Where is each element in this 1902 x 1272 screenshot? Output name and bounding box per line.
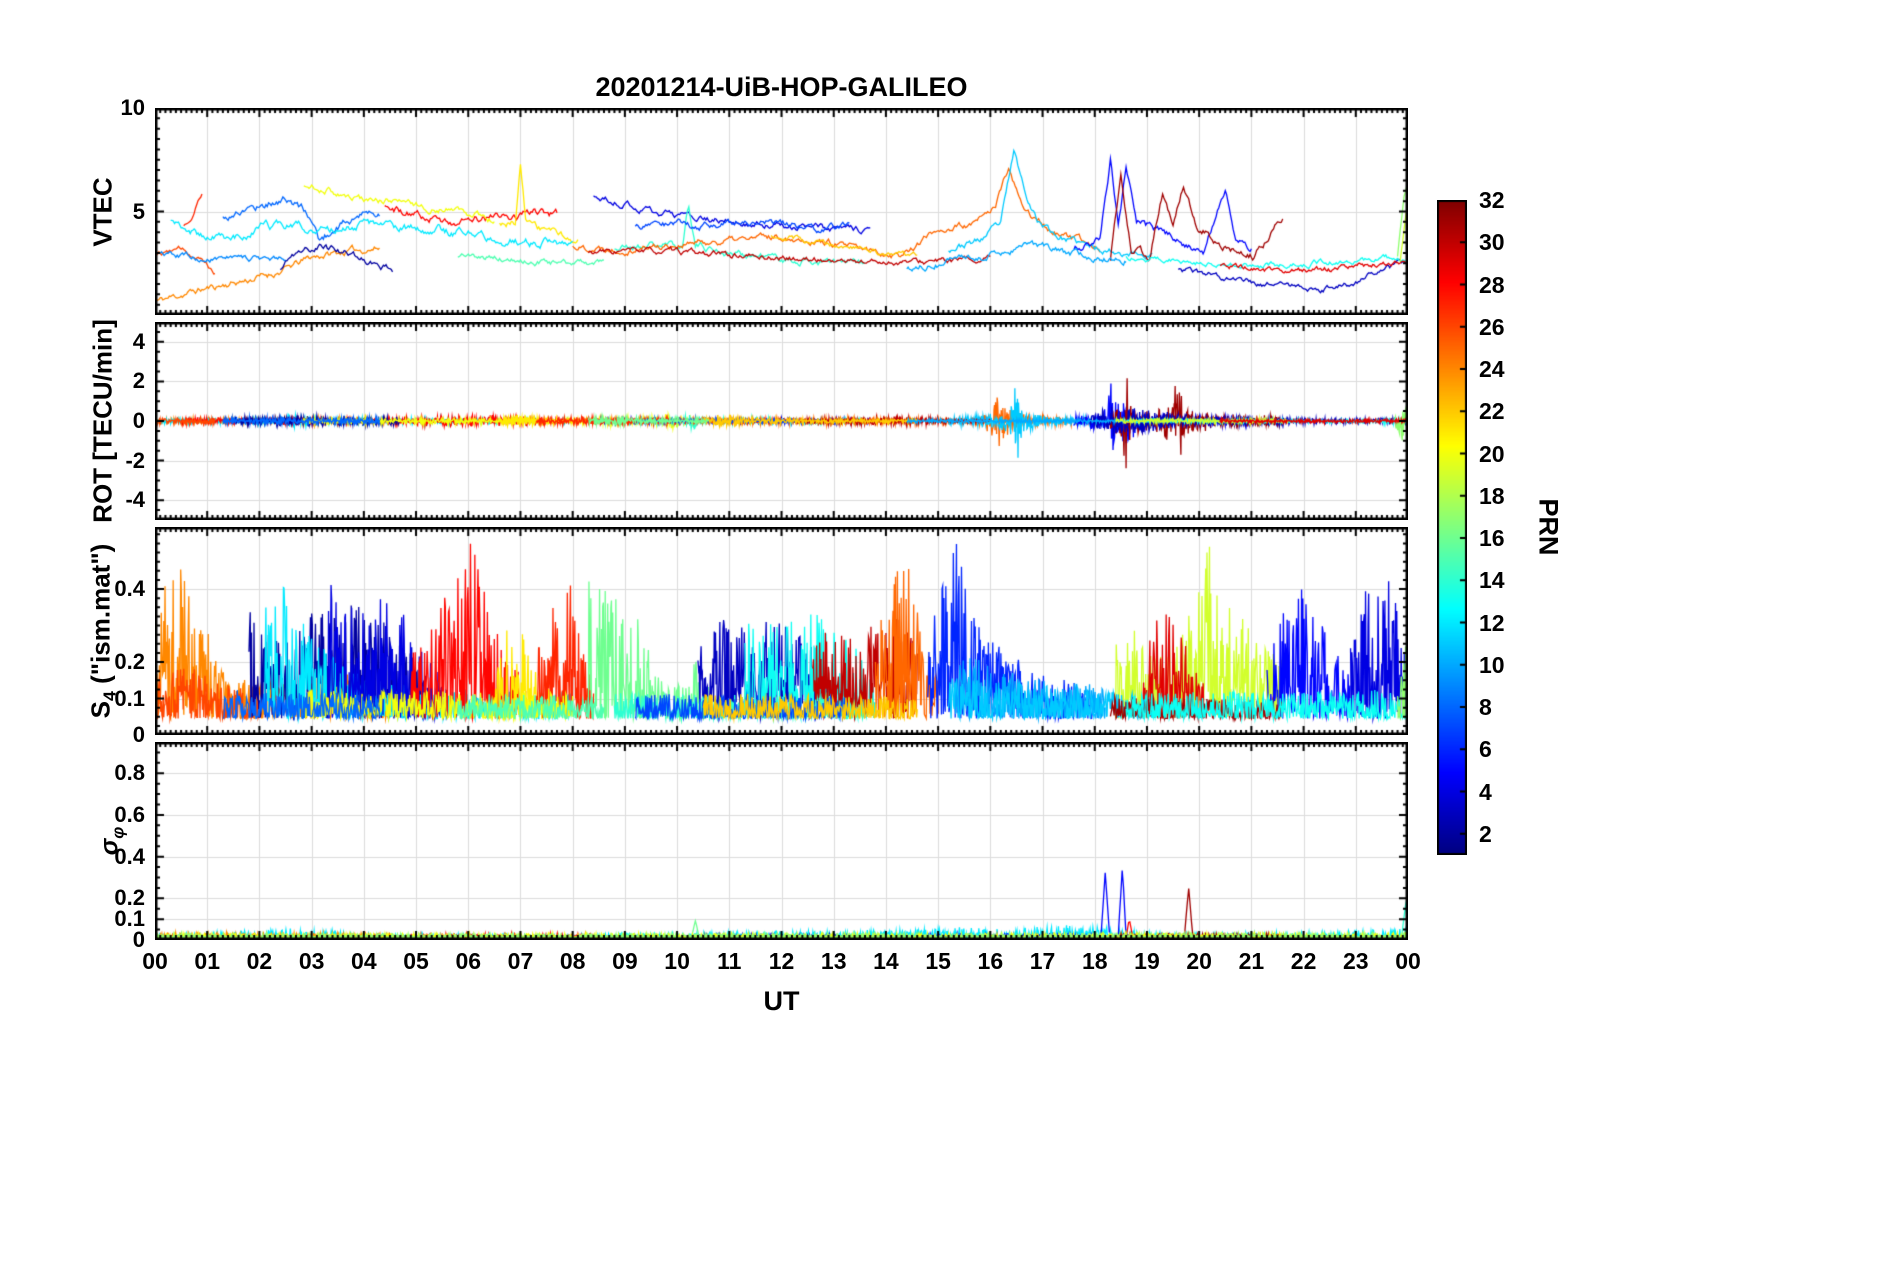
colorbar-tick-label: 8: [1479, 694, 1492, 721]
colorbar-tick-label: 22: [1479, 398, 1505, 425]
colorbar-tick-label: 26: [1479, 313, 1505, 340]
y-tick-label: 5: [132, 198, 145, 224]
x-tick-label: 23: [1342, 948, 1369, 974]
colorbar-tick-label: 20: [1479, 440, 1505, 467]
y-tick-label: 0.8: [114, 760, 145, 786]
colorbar-tick-label: 24: [1479, 356, 1505, 383]
x-tick-label: 06: [455, 948, 482, 974]
x-tick-label: 03: [298, 948, 325, 974]
x-axis-label: UT: [763, 986, 800, 1016]
x-tick-label: 19: [1134, 948, 1160, 974]
colorbar-tick-label: 16: [1479, 525, 1505, 552]
y-tick-label: 0: [132, 408, 145, 433]
colorbar-tick-label: 2: [1479, 820, 1492, 847]
x-tick-label: 02: [246, 948, 273, 974]
x-tick-label: 11: [717, 948, 742, 974]
x-tick-label: 04: [351, 948, 377, 974]
x-tick-label: 01: [194, 948, 220, 974]
x-tick-label: 22: [1290, 948, 1317, 974]
colorbar-tick-label: 18: [1479, 482, 1505, 509]
y-tick-label: 10: [120, 95, 145, 120]
colorbar: [1437, 200, 1467, 855]
x-tick-label: 07: [507, 948, 534, 974]
vtec-panel-canvas: [155, 108, 1408, 315]
y-tick-label: 0.4: [114, 843, 145, 869]
x-tick-label: 12: [768, 948, 795, 974]
rot-panel-canvas: [155, 322, 1408, 520]
x-tick-label: 10: [664, 948, 690, 974]
colorbar-tick-label: 4: [1479, 778, 1492, 805]
y-tick-label: 0: [132, 722, 145, 747]
x-tick-label: 15: [925, 948, 951, 974]
y-tick-label: 2: [132, 368, 145, 394]
x-tick-label: 20: [1186, 948, 1212, 974]
y-tick-label: 0.2: [114, 885, 145, 911]
colorbar-tick-label: 10: [1479, 651, 1505, 678]
chart-title: 20201214-UiB-HOP-GALILEO: [595, 72, 968, 102]
s4-panel-canvas: [155, 527, 1408, 735]
colorbar-tick-label: 14: [1479, 567, 1505, 594]
x-tick-label: 14: [873, 948, 899, 974]
x-tick-label: 16: [977, 948, 1004, 974]
y-tick-label: 0.1: [114, 906, 145, 932]
y-tick-label: 0: [132, 927, 145, 952]
x-tick-label: 00: [1395, 948, 1421, 974]
x-tick-label: 17: [1029, 948, 1056, 974]
colorbar-tick-label: 32: [1479, 187, 1505, 213]
colorbar-tick-label: 30: [1479, 229, 1505, 256]
sigma-phi-panel-canvas: [155, 742, 1408, 940]
sigma-label-sub: φ: [108, 826, 128, 839]
colorbar-tick-label: 6: [1479, 736, 1492, 763]
colorbar-label: PRN: [1533, 498, 1564, 556]
x-tick-label: 13: [820, 948, 847, 974]
x-tick-label: 05: [403, 948, 429, 974]
y-tick-label: -2: [125, 447, 145, 473]
y-tick-label: 0.6: [114, 801, 145, 827]
y-tick-label: 0.4: [114, 576, 145, 602]
y-tick-label: -4: [125, 487, 145, 513]
y-tick-label: 0.1: [114, 685, 145, 711]
colorbar-tick-label: 12: [1479, 609, 1505, 636]
x-tick-label: 18: [1081, 948, 1108, 974]
y-tick-label: 4: [132, 328, 145, 354]
x-tick-label: 09: [612, 948, 638, 974]
x-tick-label: 21: [1238, 948, 1265, 974]
x-tick-label: 08: [559, 948, 586, 974]
x-tick-label: 00: [142, 948, 168, 974]
colorbar-tick-label: 28: [1479, 271, 1505, 298]
y-tick-label: 0.2: [114, 649, 145, 675]
